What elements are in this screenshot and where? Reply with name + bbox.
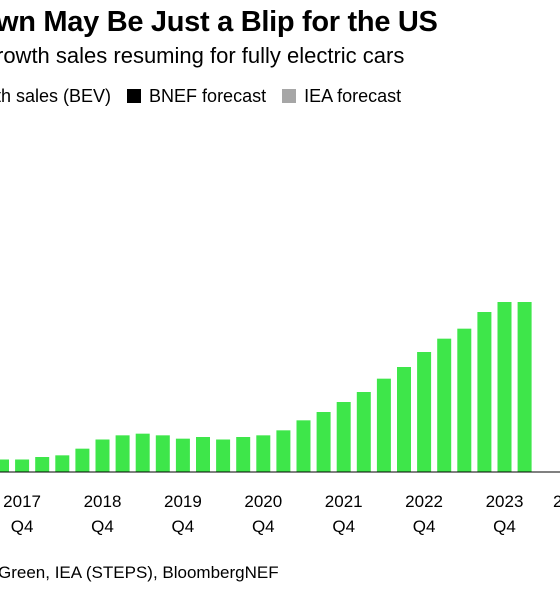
tick-year-2023: 2023 [486,492,524,511]
chart-title: wn May Be Just a Blip for the US [0,6,438,38]
bar-14 [276,430,291,472]
tick-quarter-2021: Q4 [332,517,355,536]
tick-year-2019: 2019 [164,492,202,511]
tick-year-2018: 2018 [84,492,122,511]
tick-year-2017: 2017 [3,492,41,511]
chart-subtitle: rowth sales resuming for fully electric … [0,43,405,68]
tick-year-2021: 2021 [325,492,363,511]
bar-13 [256,435,271,472]
legend-item-sales: th sales (BEV) [0,84,111,108]
tick-year-2020: 2020 [244,492,282,511]
legend-label-bnef: BNEF forecast [149,86,267,106]
source-note: Green, IEA (STEPS), BloombergNEF [0,563,279,582]
legend-swatch-iea [282,89,297,103]
bar-9 [175,438,190,472]
tick-year-2022: 2022 [405,492,443,511]
legend-item-bnef: BNEF forecast [127,84,266,108]
bar-7 [135,433,150,472]
bar-12 [236,437,251,472]
bar-1 [15,459,30,472]
bar-3 [55,455,70,472]
tick-quarter-2023: Q4 [493,517,516,536]
legend-label-iea: IEA forecast [304,86,402,106]
bar-22 [437,338,452,472]
legend: th sales (BEV) BNEF forecast IEA forecas… [0,84,417,108]
bar-4 [75,448,90,472]
bar-5 [95,439,110,472]
bar-8 [155,435,170,472]
tick-quarter-2017: Q4 [11,517,34,536]
bar-24 [477,312,492,472]
bar-16 [316,412,331,472]
tick-quarter-2019: Q4 [172,517,195,536]
bar-20 [397,367,411,472]
bar-23 [457,328,472,472]
bar-11 [216,439,231,472]
bar-0 [0,459,9,472]
bar-25 [497,302,512,472]
tick-year-partial: 2 [553,492,560,511]
bar-18 [356,392,371,472]
bar-26 [517,302,532,472]
tick-quarter-2020: Q4 [252,517,275,536]
bar-17 [336,402,351,472]
legend-item-iea: IEA forecast [282,84,401,108]
bar-6 [115,435,130,472]
tick-quarter-2022: Q4 [413,517,436,536]
bar-10 [196,437,210,472]
tick-quarter-2018: Q4 [91,517,114,536]
bar-19 [376,378,391,472]
bar-15 [296,420,311,472]
legend-swatch-bnef [127,89,142,103]
x-axis-ticks: 2017 Q4 2018 Q4 2019 Q4 2020 Q4 2021 Q4 2022 Q4 2023… [3,492,560,536]
bars-group [0,302,532,472]
bar-2 [35,457,50,472]
legend-label-sales: th sales (BEV) [0,86,112,106]
bar-21 [417,352,432,472]
